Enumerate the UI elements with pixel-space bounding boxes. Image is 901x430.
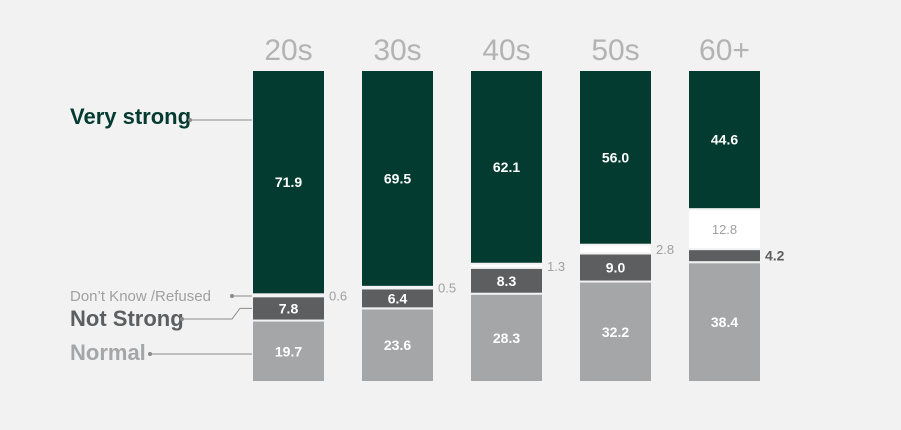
leader-not-strong bbox=[182, 307, 252, 320]
bar-segment-very-strong bbox=[687, 69, 762, 211]
bars-layer bbox=[251, 69, 762, 384]
data-label: 32.2 bbox=[602, 324, 629, 340]
data-label: 8.3 bbox=[497, 273, 517, 289]
bar-segment-normal bbox=[687, 261, 762, 383]
data-label: 62.1 bbox=[493, 159, 520, 175]
data-label: 12.8 bbox=[712, 222, 737, 237]
category-label: 40s bbox=[482, 34, 530, 67]
data-label: 44.6 bbox=[711, 132, 738, 148]
category-label: 30s bbox=[373, 34, 421, 67]
data-label: 28.3 bbox=[493, 330, 520, 346]
leader-not-strong-dot bbox=[180, 317, 184, 321]
bar-segment-not-strong bbox=[687, 248, 762, 264]
data-label: 2.8 bbox=[656, 242, 674, 257]
labels-layer: 20s 19.7 7.8 0.6 71.9 30s 23.6 6.4 0.5 69.5 40s 28.… bbox=[264, 34, 784, 359]
bar-segment-very-strong bbox=[251, 69, 326, 296]
bar-segment-not-strong bbox=[578, 252, 653, 283]
data-label: 23.6 bbox=[384, 337, 411, 353]
bar-segment-very-strong bbox=[469, 69, 544, 265]
bar-segment-normal bbox=[360, 307, 435, 384]
leader-normal-dot bbox=[148, 352, 152, 356]
data-label: 1.3 bbox=[547, 259, 565, 274]
bar-segment-very-strong bbox=[360, 69, 435, 288]
bar-segment-very-strong bbox=[578, 69, 653, 246]
data-label: 0.6 bbox=[329, 288, 347, 303]
data-label: 7.8 bbox=[279, 300, 299, 316]
legend-not-strong: Not Strong bbox=[70, 306, 184, 331]
bar-segment-normal bbox=[469, 292, 544, 384]
data-label: 9.0 bbox=[606, 259, 626, 275]
data-label: 38.4 bbox=[711, 314, 738, 330]
bar-segment-normal bbox=[578, 280, 653, 384]
data-label: 6.4 bbox=[388, 290, 408, 306]
bar-segment-not-strong bbox=[469, 266, 544, 295]
category-label: 50s bbox=[591, 34, 639, 67]
category-label: 60+ bbox=[699, 34, 750, 67]
data-label: 0.5 bbox=[438, 281, 456, 296]
data-label: 19.7 bbox=[275, 343, 302, 359]
bar-segment-not-strong bbox=[251, 295, 326, 322]
leader-dont-know-dot bbox=[230, 294, 234, 298]
legend-leaders bbox=[148, 118, 252, 356]
bar-segment-dont-know bbox=[687, 208, 762, 251]
category-label: 20s bbox=[264, 34, 312, 67]
bar-segment-normal bbox=[251, 319, 326, 384]
data-label: 4.2 bbox=[765, 248, 785, 264]
leader-very-strong-dot bbox=[188, 118, 192, 122]
legend-dont-know: Don’t Know /Refused bbox=[70, 288, 211, 305]
data-label: 71.9 bbox=[275, 174, 302, 190]
legend-very-strong: Very strong bbox=[70, 104, 191, 129]
legend: Very strong Don’t Know /Refused Not Stro… bbox=[70, 104, 211, 365]
legend-normal: Normal bbox=[70, 340, 146, 365]
data-label: 56.0 bbox=[602, 149, 629, 165]
data-label: 69.5 bbox=[384, 170, 411, 186]
bar-segment-dont-know bbox=[578, 243, 653, 255]
